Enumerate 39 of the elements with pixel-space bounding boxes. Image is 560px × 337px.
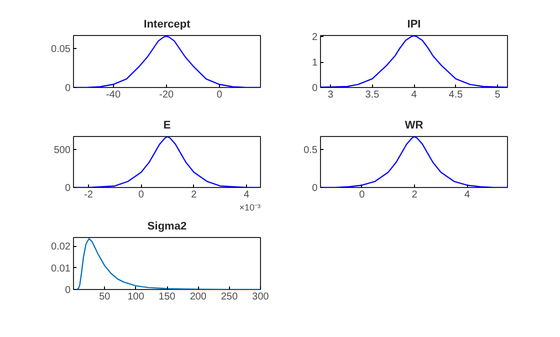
x-tick-label: 4 (244, 190, 250, 200)
chart-title: Intercept (144, 18, 191, 30)
y-tick-label: 0.01 (51, 263, 71, 274)
x-tick-label: 150 (158, 292, 176, 302)
line-series (74, 136, 260, 188)
x-tick-label: -40 (106, 90, 121, 100)
chart-title: Sigma2 (147, 220, 187, 232)
x-tick-label: 3 (328, 90, 334, 100)
x-tick-label: 300 (252, 292, 270, 302)
x-tick-label: 4 (411, 90, 418, 100)
x-tick-label: 50 (99, 292, 111, 302)
x-tick-label: 3.5 (365, 90, 380, 100)
line-series (320, 36, 508, 88)
x-tick-label: 200 (190, 292, 207, 302)
x-tick-label: 0 (138, 190, 144, 200)
chart-title: WR (404, 120, 424, 132)
x-tick-label: 4.5 (448, 90, 464, 100)
x-tick-label: -20 (159, 90, 174, 100)
y-tick-label: 1 (312, 58, 318, 69)
line-series (74, 36, 260, 88)
x-tick-label: -2 (84, 190, 94, 200)
x-tick-label: 250 (220, 292, 238, 302)
x-tick-label: 0 (216, 90, 223, 100)
chart-title: IPI (407, 18, 421, 30)
line-series (320, 136, 508, 188)
x-tick-label: 4 (464, 190, 470, 200)
y-tick-label: 0.02 (51, 242, 71, 253)
chart-title: E (163, 120, 171, 132)
y-tick-label: 0.5 (304, 144, 318, 156)
y-tick-label: 500 (54, 144, 71, 156)
x-tick-label: 5 (494, 90, 501, 100)
x-tick-label: 0 (359, 190, 366, 200)
text: ×10⁻³ (239, 202, 261, 212)
x-tick-label: 2 (412, 190, 418, 200)
line-series (76, 238, 260, 290)
x-tick-label: 2 (191, 190, 198, 200)
y-tick-label: 2 (312, 32, 318, 44)
y-tick-label: 0.05 (51, 44, 71, 56)
x-tick-label: 100 (127, 292, 145, 302)
